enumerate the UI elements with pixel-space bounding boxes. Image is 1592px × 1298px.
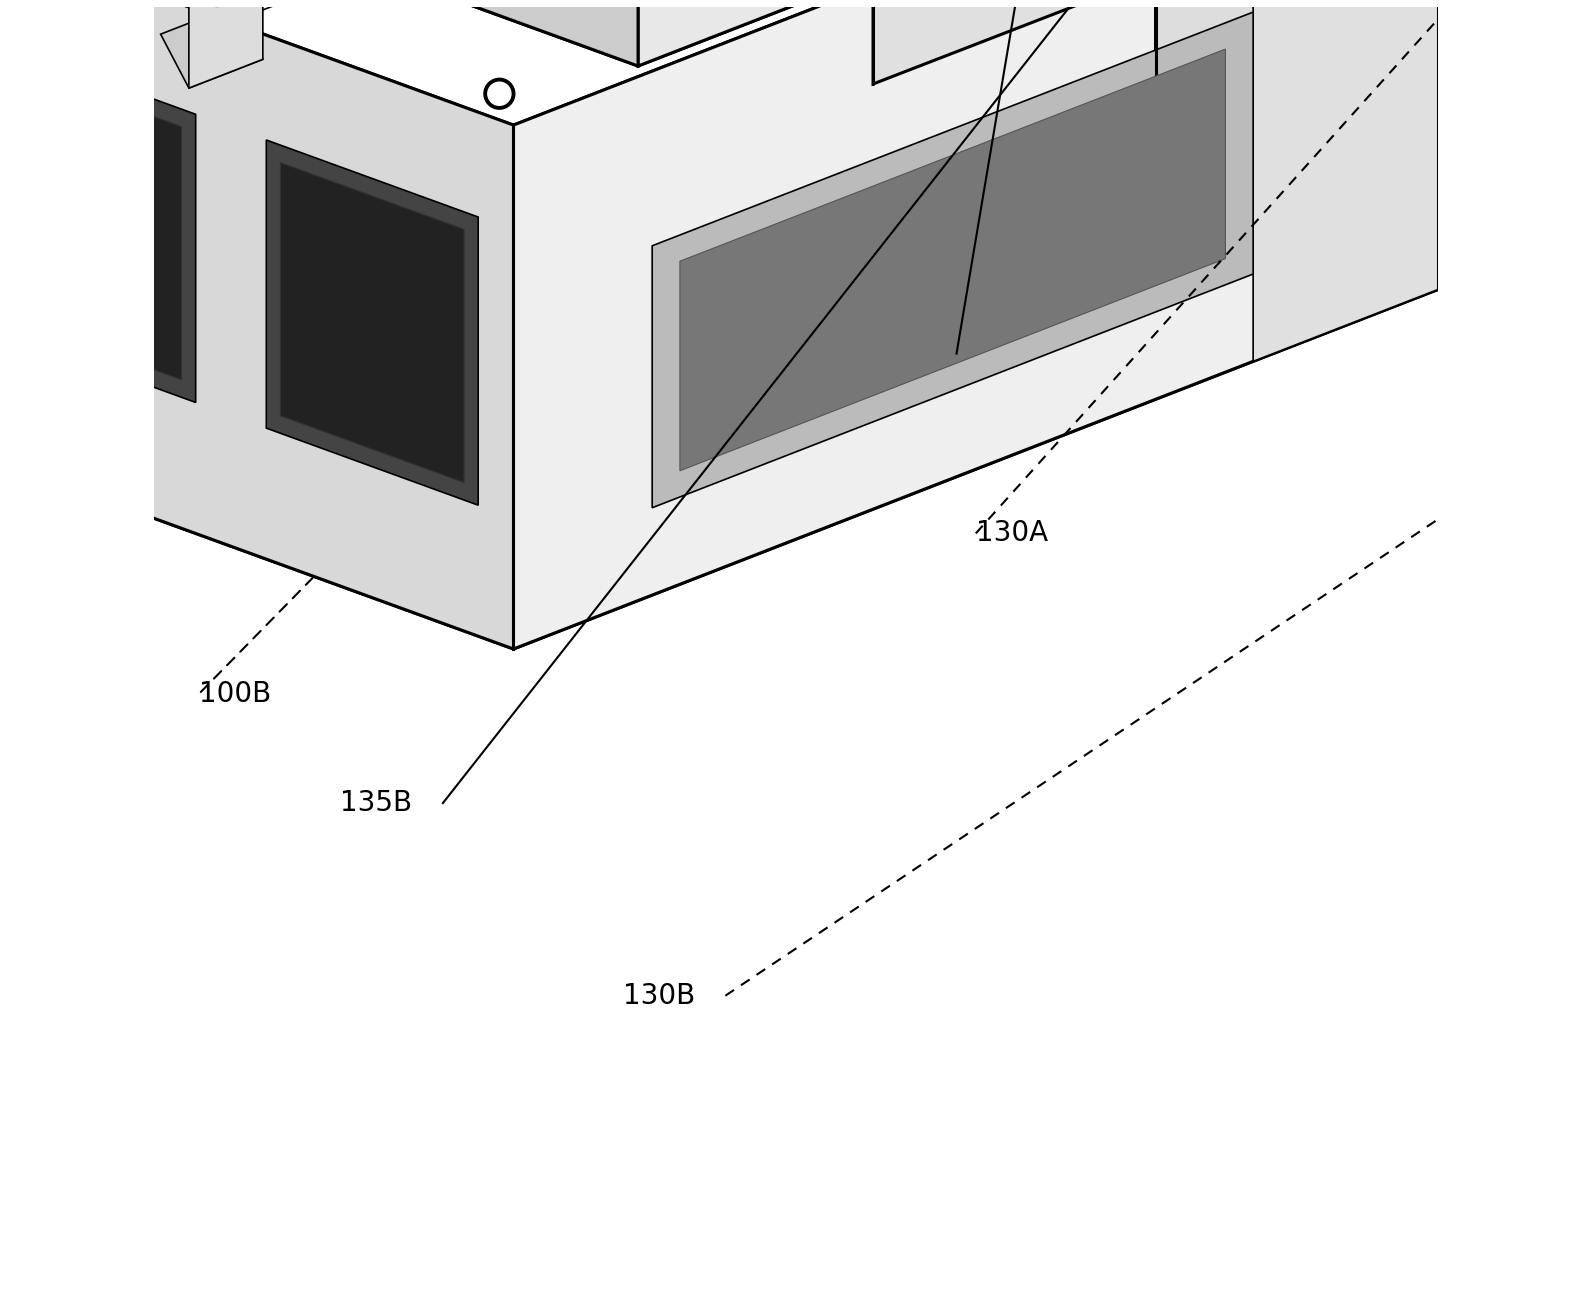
Circle shape — [205, 0, 228, 3]
Polygon shape — [280, 162, 463, 483]
Circle shape — [202, 0, 232, 6]
Polygon shape — [514, 0, 1438, 649]
Polygon shape — [0, 84, 1438, 649]
Polygon shape — [1156, 0, 1592, 187]
Polygon shape — [161, 5, 263, 88]
Text: 130B: 130B — [622, 981, 694, 1010]
Polygon shape — [0, 38, 196, 402]
Text: 130A: 130A — [976, 519, 1048, 548]
Circle shape — [484, 78, 514, 109]
Polygon shape — [189, 0, 263, 88]
Polygon shape — [454, 0, 638, 66]
Polygon shape — [1344, 0, 1592, 31]
Polygon shape — [0, 0, 1438, 125]
Polygon shape — [0, 0, 872, 444]
Polygon shape — [872, 0, 1417, 84]
Polygon shape — [454, 0, 1146, 66]
Text: 135A: 135A — [957, 340, 1028, 367]
Polygon shape — [1253, 0, 1438, 361]
Polygon shape — [266, 140, 478, 505]
Polygon shape — [872, 0, 1592, 187]
Polygon shape — [0, 0, 514, 649]
Polygon shape — [0, 60, 181, 380]
Polygon shape — [680, 49, 1226, 471]
Text: 100B: 100B — [199, 680, 271, 707]
Polygon shape — [1156, 17, 1592, 289]
Polygon shape — [653, 12, 1253, 508]
Polygon shape — [1156, 0, 1592, 187]
Text: 100A: 100A — [751, 103, 823, 130]
Text: 135B: 135B — [341, 789, 412, 818]
Polygon shape — [1438, 0, 1592, 289]
Polygon shape — [638, 0, 1146, 66]
Circle shape — [487, 82, 511, 105]
